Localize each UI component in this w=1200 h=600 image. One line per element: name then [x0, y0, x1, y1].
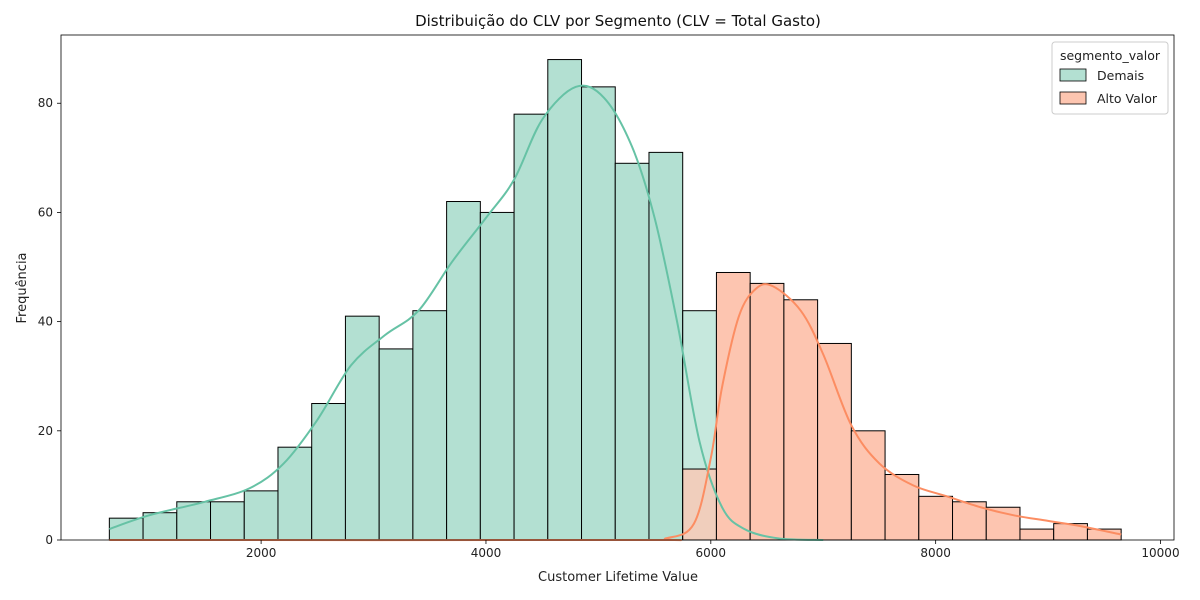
bar-alto-valor-18: [715, 271, 751, 541]
bars-demais: [108, 59, 717, 541]
y-tick-label-60: 60: [38, 205, 53, 219]
x-axis: 2000 4000 6000 8000 10000: [246, 540, 1180, 560]
bar-demais-1: [142, 512, 178, 541]
x-axis-label: Customer Lifetime Value: [538, 570, 698, 585]
legend-label-demais: Demais: [1097, 68, 1144, 83]
y-axis: 0 20 40 60 80: [38, 96, 61, 547]
bar-demais-0: [108, 517, 144, 541]
bar-demais-13: [547, 59, 583, 541]
bar-demais-15: [614, 162, 650, 541]
bar-demais-3: [210, 501, 245, 541]
bar-alto-valor-27: [1019, 528, 1055, 541]
kde-line-demais: [109, 84, 824, 541]
x-tick-label-8000: 8000: [920, 546, 951, 560]
bar-alto-valor-22: [850, 430, 886, 541]
bar-demais-5: [277, 446, 313, 541]
plot-area-frame: [60, 34, 1175, 541]
x-tick-label-6000: 6000: [696, 546, 727, 560]
bar-demais-16: [648, 151, 684, 541]
bar-demais-6: [311, 403, 346, 541]
bar-demais-2: [176, 501, 212, 541]
legend-label-alto-valor: Alto Valor: [1097, 91, 1158, 106]
bar-alto-valor-24: [918, 495, 954, 541]
y-tick-label-0: 0: [45, 533, 53, 547]
y-axis-label: Frequência: [15, 252, 30, 323]
y-tick-label-40: 40: [38, 315, 53, 329]
y-tick-label-80: 80: [38, 96, 53, 110]
x-tick-label-10000: 10000: [1141, 546, 1179, 560]
bar-demais-8: [378, 348, 414, 541]
y-tick-label-20: 20: [38, 424, 53, 438]
legend-title: segmento_valor: [1060, 48, 1161, 63]
chart-title: Distribuição do CLV por Segmento (CLV = …: [415, 12, 821, 30]
legend-swatch-demais: [1059, 68, 1087, 82]
bar-demais-4: [243, 490, 279, 541]
bar-demais-9: [412, 310, 448, 541]
bar-alto-valor-23: [884, 473, 920, 541]
bar-alto-valor-19: [749, 282, 785, 541]
legend: segmento_valor Demais Alto Valor: [1051, 41, 1169, 115]
bar-alto-valor-20: [783, 299, 819, 541]
bar-alto-valor-21: [817, 342, 852, 541]
bars-alto-valor: [682, 271, 1122, 541]
bar-demais-7: [344, 315, 380, 541]
bar-demais-14: [581, 86, 616, 541]
bar-demais-12: [513, 113, 549, 541]
x-tick-label-2000: 2000: [246, 546, 277, 560]
bar-demais-10: [446, 201, 481, 541]
bar-demais-11: [479, 211, 515, 541]
x-tick-label-4000: 4000: [471, 546, 502, 560]
legend-swatch-alto-valor: [1059, 91, 1087, 105]
